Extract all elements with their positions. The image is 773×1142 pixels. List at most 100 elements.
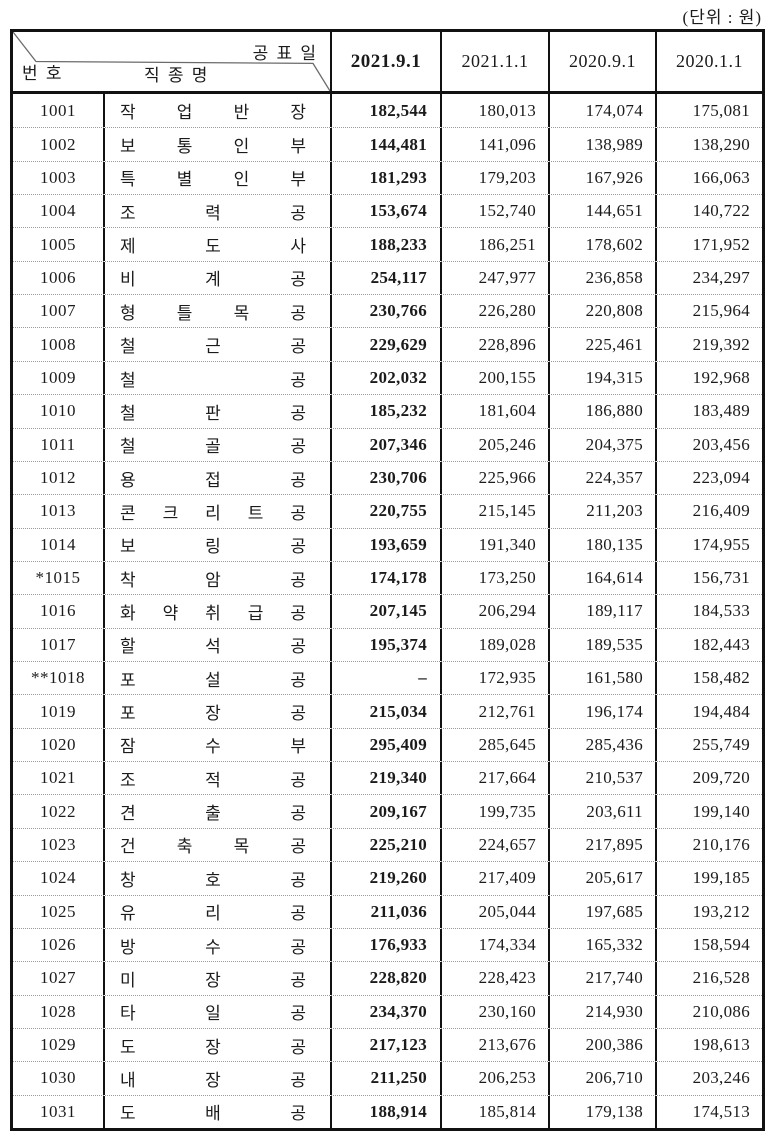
row-number-cell: 1025 [40, 901, 76, 921]
wage-value-cell: 172,935 [440, 662, 548, 695]
row-number-cell: 1017 [40, 634, 76, 654]
row-number-cell: 1022 [40, 801, 76, 821]
wage-value-cell: 181,293 [330, 161, 440, 195]
wage-value-cell: 140,722 [655, 195, 762, 228]
row-number-cell: 1029 [40, 1035, 76, 1055]
wage-value-cell: 230,766 [330, 295, 440, 328]
row-number-cell: 1005 [40, 234, 76, 254]
row-number-cell: **1018 [31, 668, 85, 688]
wage-value-cell: 185,232 [330, 395, 440, 428]
wage-value-cell: 229,629 [330, 328, 440, 361]
date-column-header-2020-1-1: 2020.1.1 [655, 32, 762, 91]
table-row: 1020 잠 수 부 295,409 285,645 285,436 255,749 [13, 727, 762, 762]
table-row: 1002 보 통 인 부 144,481 141,096 138,989 138,290 [13, 127, 762, 161]
wage-value-cell: 182,443 [655, 628, 762, 662]
table-row: 1019 포 장 공 215,034 212,761 196,174 194,484 [13, 694, 762, 728]
wage-value-cell: 189,535 [548, 628, 655, 662]
table-row: 1025 유 리 공 211,036 205,044 197,685 193,212 [13, 894, 762, 928]
wage-value-cell: 215,145 [440, 495, 548, 528]
wage-value-cell: 217,123 [330, 1028, 440, 1062]
wage-value-cell: 220,755 [330, 495, 440, 528]
row-number-cell: 1020 [40, 734, 76, 754]
wage-value-cell: 195,374 [330, 628, 440, 662]
wage-value-cell: 199,140 [655, 795, 762, 828]
wage-value-cell: 236,858 [548, 261, 655, 295]
wage-value-cell: 199,185 [655, 862, 762, 895]
wage-value-cell: 188,233 [330, 228, 440, 261]
wage-value-cell: 185,814 [440, 1095, 548, 1128]
row-number-cell: 1014 [40, 534, 76, 554]
wage-value-cell: 144,651 [548, 195, 655, 228]
wage-value-cell: 214,930 [548, 995, 655, 1028]
table-row: 1030 내 장 공 211,250 206,253 206,710 203,246 [13, 1061, 762, 1095]
table-row: 1016 화 약 취 급 공 207,145 206,294 189,117 184,533 [13, 594, 762, 628]
wage-value-cell: 203,246 [655, 1062, 762, 1095]
wage-value-cell: 156,731 [655, 561, 762, 595]
wage-value-cell: 211,203 [548, 495, 655, 528]
row-number-cell: 1019 [40, 701, 76, 721]
table-row: 1028 타 일 공 234,370 230,160 214,930 210,086 [13, 994, 762, 1028]
wage-value-cell: 255,749 [655, 728, 762, 762]
wage-value-cell: 199,735 [440, 795, 548, 828]
wage-value-cell: 215,034 [330, 695, 440, 728]
diagonal-divider-line [13, 32, 330, 91]
row-number-cell: 1008 [40, 334, 76, 354]
row-number-cell: 1028 [40, 1001, 76, 1021]
table-row: **1018 포 설 공 –172,935 161,580 158,482 [13, 661, 762, 695]
table-row: 1009 철 공 202,032 200,155 194,315 192,968 [13, 360, 762, 395]
row-number-cell: 1024 [40, 868, 76, 888]
wage-value-cell: 173,250 [440, 561, 548, 595]
table-row: 1004 조 력 공 153,674 152,740 144,651 140,722 [13, 194, 762, 228]
wage-value-cell: 206,294 [440, 595, 548, 628]
wage-value-cell: 186,251 [440, 228, 548, 261]
table-row: 1021 조 적 공 219,340 217,664 210,537 209,720 [13, 761, 762, 795]
unit-label: (단위 : 원) [682, 8, 762, 27]
wage-value-cell: 161,580 [548, 662, 655, 695]
wage-value-cell: 144,481 [330, 128, 440, 161]
wage-value-cell: 223,094 [655, 461, 762, 495]
wage-value-cell: 225,461 [548, 328, 655, 361]
table-row: *1015 착 암 공 174,178 173,250 164,614 156,731 [13, 560, 762, 595]
wage-value-cell: 228,423 [440, 962, 548, 995]
wage-value-cell: 205,617 [548, 862, 655, 895]
wage-value-cell: 178,602 [548, 228, 655, 261]
row-number-cell: *1015 [35, 568, 81, 588]
wage-value-cell: 203,456 [655, 428, 762, 461]
table-row: 1024 창 호 공 219,260 217,409 205,617 199,185 [13, 861, 762, 895]
row-number-cell: 1016 [40, 601, 76, 621]
wage-value-cell: 211,250 [330, 1062, 440, 1095]
wage-value-cell: 174,178 [330, 561, 440, 595]
wage-value-cell: 174,955 [655, 528, 762, 561]
wage-value-cell: 167,926 [548, 161, 655, 195]
wage-value-cell: 226,280 [440, 295, 548, 328]
wage-value-cell: 219,260 [330, 862, 440, 895]
row-number-cell: 1006 [40, 267, 76, 287]
table-row: 1008 철 근 공 229,629 228,896 225,461 219,392 [13, 327, 762, 361]
wage-value-cell: 247,977 [440, 261, 548, 295]
wage-value-cell: 200,155 [440, 361, 548, 395]
table-row: 1010 철 판 공 185,232 181,604 186,880 183,489 [13, 394, 762, 428]
wage-value-cell: 230,160 [440, 995, 548, 1028]
wage-value-cell: 174,513 [655, 1095, 762, 1128]
wage-value-cell: 192,968 [655, 361, 762, 395]
wage-value-cell: 209,167 [330, 795, 440, 828]
wage-value-cell: 234,370 [330, 995, 440, 1028]
wage-value-cell: 217,409 [440, 862, 548, 895]
wage-value-cell: 153,674 [330, 195, 440, 228]
row-number-cell: 1010 [40, 401, 76, 421]
number-header-label: 번 호 [22, 64, 64, 83]
wage-value-cell: 210,537 [548, 762, 655, 795]
wage-value-cell: 165,332 [548, 928, 655, 962]
